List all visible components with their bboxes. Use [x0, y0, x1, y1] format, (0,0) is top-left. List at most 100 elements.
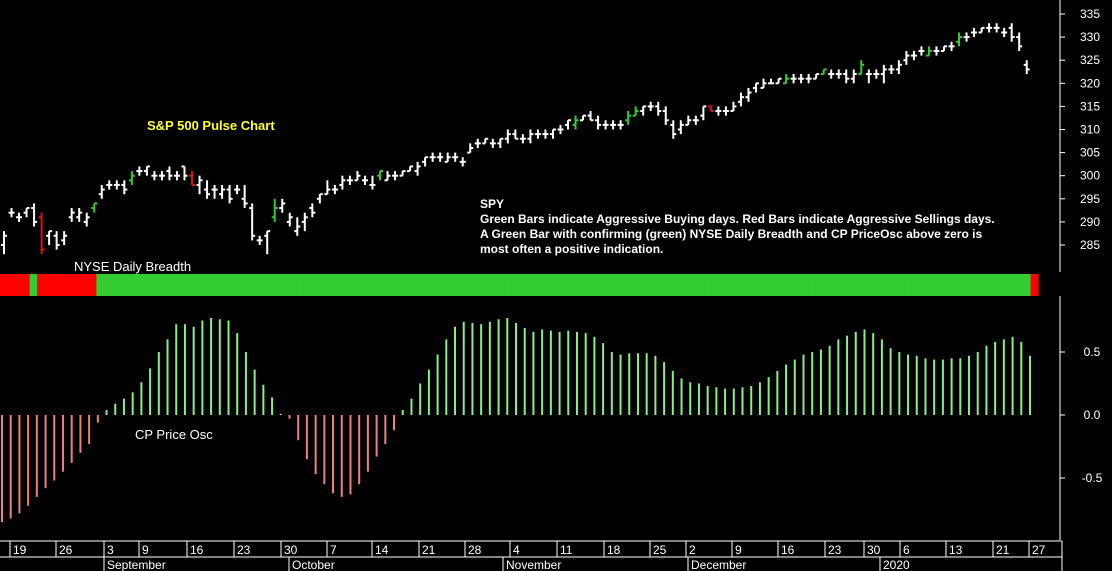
price-bar — [271, 198, 278, 222]
breadth-cell — [667, 274, 676, 296]
breadth-cell — [422, 274, 431, 296]
price-bar — [331, 184, 338, 195]
annotation-line: A Green Bar with confirming (green) NYSE… — [480, 227, 983, 241]
breadth-cell — [296, 274, 305, 296]
price-bar — [617, 120, 624, 130]
breadth-cell — [363, 274, 372, 296]
breadth-cell — [44, 274, 53, 296]
breadth-cell — [74, 274, 83, 296]
price-bar — [136, 166, 143, 176]
price-bar — [113, 180, 120, 190]
breadth-cell — [177, 274, 186, 296]
price-bar — [625, 111, 632, 125]
price-tick-label: 315 — [1080, 99, 1100, 113]
price-bar — [392, 171, 399, 181]
price-bar — [309, 203, 316, 218]
price-bar — [143, 165, 150, 176]
date-tick-label: 11 — [560, 543, 573, 557]
breadth-cell — [474, 274, 483, 296]
price-bar — [324, 180, 331, 196]
price-bar — [189, 171, 195, 186]
breadth-cell — [59, 274, 68, 296]
price-bar — [610, 120, 617, 130]
breadth-cell — [88, 274, 97, 296]
price-bar — [467, 143, 474, 154]
price-bar — [873, 69, 880, 79]
price-bar — [865, 69, 872, 84]
breadth-cell — [155, 274, 164, 296]
price-bar — [128, 171, 135, 185]
price-tick-label: 325 — [1080, 53, 1100, 67]
date-tick-label: 25 — [653, 543, 667, 557]
breadth-cell — [437, 274, 446, 296]
breadth-cell — [926, 274, 935, 296]
breadth-cell — [585, 274, 594, 296]
breadth-cell — [311, 274, 320, 296]
breadth-cell — [622, 274, 631, 296]
date-tick-label: 14 — [375, 543, 389, 557]
price-bar — [768, 78, 775, 85]
price-tick-label: 330 — [1080, 30, 1100, 44]
breadth-cell — [259, 274, 268, 296]
date-tick-label: 19 — [13, 543, 27, 557]
price-bar — [715, 106, 722, 116]
price-bar — [595, 115, 602, 130]
breadth-cell — [185, 274, 194, 296]
breadth-cell — [526, 274, 535, 296]
breadth-cell — [904, 274, 913, 296]
breadth-cell — [133, 274, 142, 296]
breadth-cell — [734, 274, 743, 296]
price-tick-label: 310 — [1080, 123, 1100, 137]
breadth-cell — [867, 274, 876, 296]
date-tick-label: 21 — [422, 543, 436, 557]
breadth-cell — [837, 274, 846, 296]
breadth-cell — [808, 274, 817, 296]
price-bar — [399, 170, 406, 177]
breadth-cell — [467, 274, 476, 296]
breadth-cell — [1015, 274, 1024, 296]
date-tick-label: 23 — [828, 543, 842, 557]
price-bar — [346, 175, 353, 185]
breadth-cell — [637, 274, 646, 296]
price-bars — [1, 23, 1030, 255]
breadth-cell — [430, 274, 439, 296]
breadth-cell — [630, 274, 639, 296]
breadth-cell — [200, 274, 209, 296]
price-tick-label: 285 — [1080, 238, 1100, 252]
breadth-cell — [771, 274, 780, 296]
breadth-cell — [215, 274, 224, 296]
price-bar — [783, 74, 790, 85]
breadth-cell — [1000, 274, 1009, 296]
breadth-cell — [882, 274, 891, 296]
price-bar — [106, 180, 113, 190]
breadth-cell — [674, 274, 683, 296]
price-bar — [956, 32, 963, 47]
breadth-cell — [481, 274, 490, 296]
breadth-cell — [963, 274, 972, 296]
oscillator-panel-label: CP Price Osc — [135, 427, 213, 442]
date-tick-label: 28 — [468, 543, 482, 557]
oscillator-tick-label: -0.5 — [1082, 471, 1103, 485]
date-tick-label: 9 — [142, 543, 149, 557]
breadth-cell — [51, 274, 60, 296]
price-bar — [572, 115, 579, 130]
breadth-cell — [659, 274, 668, 296]
price-bar — [196, 175, 203, 195]
price-bar — [685, 115, 692, 126]
breadth-cell — [763, 274, 772, 296]
breadth-cell — [756, 274, 765, 296]
price-bar — [753, 82, 759, 93]
date-tick-label: 3 — [107, 543, 114, 557]
breadth-cell — [726, 274, 735, 296]
breadth-cell — [897, 274, 906, 296]
price-bar — [775, 77, 782, 85]
breadth-cell — [348, 274, 357, 296]
price-bar — [692, 115, 699, 125]
month-label: November — [506, 558, 561, 571]
price-bar — [910, 50, 917, 61]
breadth-cell — [934, 274, 943, 296]
date-tick-label: 23 — [237, 543, 251, 557]
breadth-cell — [326, 274, 335, 296]
price-bar — [963, 32, 970, 42]
price-bar — [497, 137, 504, 148]
